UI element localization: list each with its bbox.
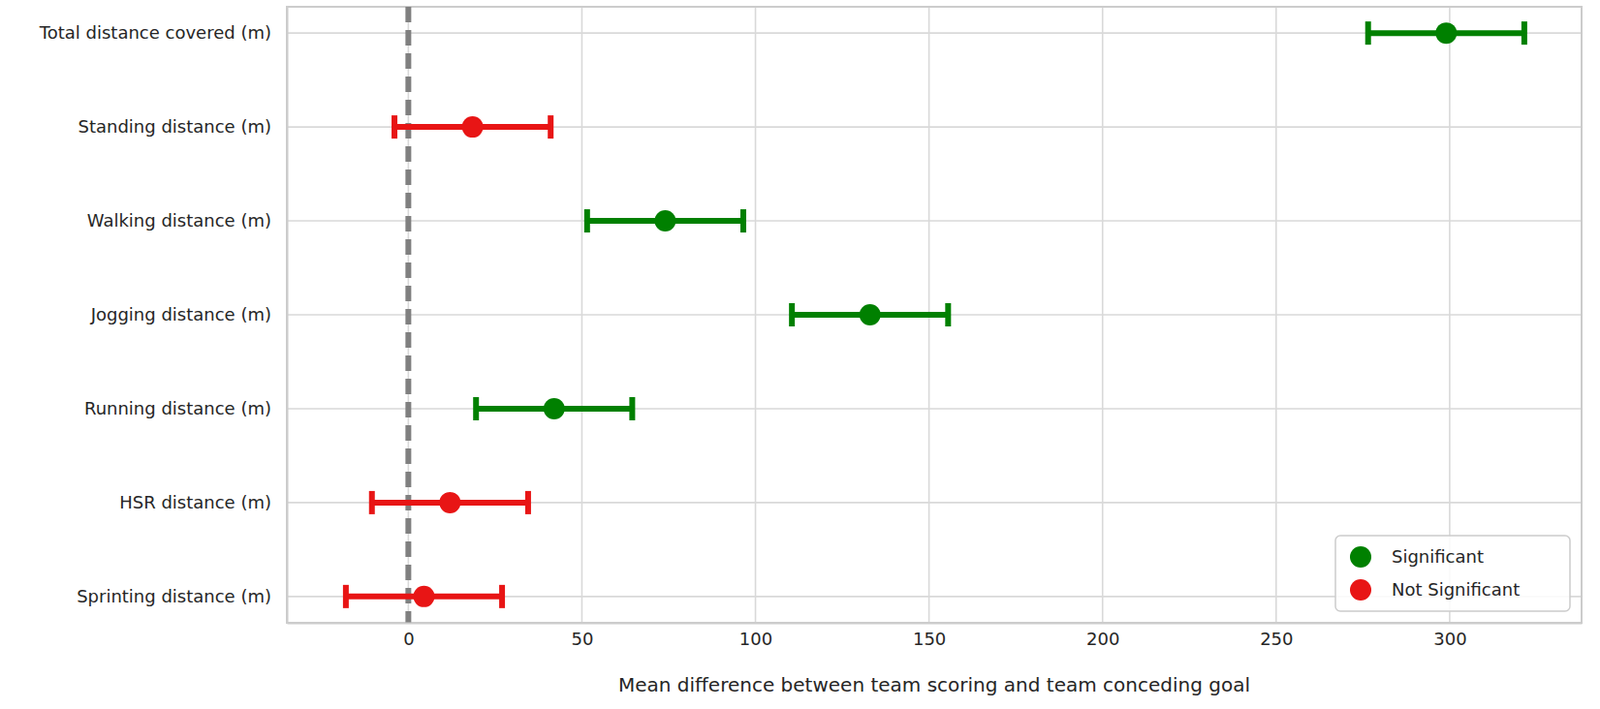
- x-tick-label: 200: [1086, 628, 1120, 650]
- series: [475, 21, 1525, 421]
- grid-line-y: [286, 501, 1582, 504]
- x-tick: 50: [570, 623, 594, 650]
- x-tick-label: 150: [912, 628, 946, 650]
- error-bar-cap: [628, 397, 635, 421]
- error-bar: [345, 585, 502, 609]
- error-bar-cap: [547, 115, 554, 139]
- error-bar: [587, 209, 744, 233]
- error-bar: [475, 397, 632, 421]
- legend-box: [1335, 535, 1570, 612]
- y-tick-label: Walking distance (m): [87, 210, 272, 231]
- grid-line-y: [286, 31, 1582, 34]
- y-tick: Standing distance (m): [78, 116, 287, 137]
- x-tick: 100: [739, 623, 773, 650]
- point: [439, 492, 461, 514]
- error-bar: [1368, 21, 1525, 45]
- error-bar-cap: [1521, 21, 1528, 45]
- x-tick-label: 300: [1433, 628, 1467, 650]
- legend-marker: [1349, 579, 1372, 601]
- point: [462, 116, 484, 138]
- y-tick: Total distance covered (m): [38, 22, 287, 43]
- y-tick-label: Jogging distance (m): [90, 304, 272, 325]
- legend-label: Not Significant: [1391, 579, 1520, 600]
- legend: Significant Not Significant: [1335, 535, 1570, 612]
- x-tick: 0: [403, 623, 414, 650]
- error-bar-cap: [1365, 21, 1372, 45]
- grid-line-y: [286, 313, 1582, 316]
- error-bar: [394, 115, 551, 139]
- error-bar-cap: [472, 397, 479, 421]
- point: [1435, 22, 1457, 44]
- x-axis-title: Mean difference between team scoring and…: [618, 673, 1251, 697]
- error-bar: [372, 491, 529, 515]
- x-axis: 0 50 100 150 200 250 300: [287, 623, 1583, 650]
- error-bar-cap: [343, 585, 349, 609]
- x-tick: 300: [1433, 623, 1467, 650]
- error-bar: [791, 303, 948, 327]
- y-axis: Total distance covered (m) Standing dista…: [38, 7, 288, 625]
- error-bar-cap: [788, 303, 795, 327]
- point: [543, 398, 565, 420]
- point: [412, 586, 435, 608]
- error-bar-cap: [525, 491, 532, 515]
- reference-line: [405, 6, 411, 624]
- y-tick-label: Sprinting distance (m): [76, 586, 272, 607]
- error-bar-cap: [369, 491, 376, 515]
- error-bar-cap: [499, 585, 505, 609]
- y-tick: HSR distance (m): [119, 492, 287, 513]
- grid: [286, 6, 1582, 624]
- y-tick-label: Standing distance (m): [78, 116, 272, 137]
- chart: 0 50 100 150 200 250 300 Total distance covered…: [0, 0, 1600, 709]
- marks: [345, 6, 1525, 624]
- y-tick: Jogging distance (m): [90, 304, 287, 325]
- y-tick-label: HSR distance (m): [119, 492, 272, 513]
- y-tick: Walking distance (m): [87, 210, 287, 231]
- x-tick: 250: [1259, 623, 1293, 650]
- y-tick: Running distance (m): [84, 398, 287, 419]
- x-tick: 150: [912, 623, 946, 650]
- error-bar-cap: [944, 303, 951, 327]
- plot-background: [286, 6, 1582, 624]
- grid-line-y: [286, 407, 1582, 410]
- error-bar-cap: [584, 209, 591, 233]
- y-tick: Sprinting distance (m): [76, 586, 287, 607]
- point: [654, 210, 676, 232]
- x-tick-label: 100: [739, 628, 773, 650]
- legend-label: Significant: [1391, 546, 1484, 567]
- x-axis-line: [287, 623, 1583, 626]
- error-bar-cap: [391, 115, 398, 139]
- grid-line-y: [286, 219, 1582, 222]
- x-tick-label: 250: [1259, 628, 1293, 650]
- point: [859, 304, 881, 326]
- x-tick-label: 0: [403, 628, 414, 650]
- legend-marker: [1349, 546, 1372, 568]
- error-bar-cap: [740, 209, 747, 233]
- x-tick: 200: [1086, 623, 1120, 650]
- series: [345, 115, 551, 609]
- y-tick-label: Running distance (m): [84, 398, 272, 419]
- y-axis-line: [286, 7, 289, 625]
- x-tick-label: 50: [570, 628, 594, 650]
- grid-line-x: [407, 6, 410, 624]
- plot-frame: [286, 6, 1582, 624]
- y-tick-label: Total distance covered (m): [38, 22, 272, 43]
